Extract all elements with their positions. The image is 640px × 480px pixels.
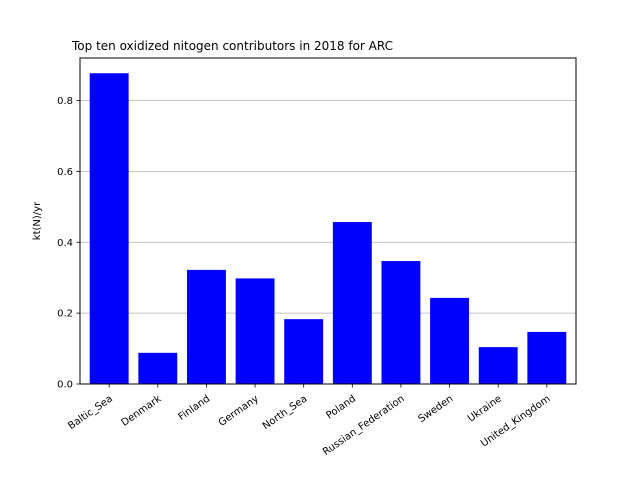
bar-poland	[332, 222, 372, 384]
bar-denmark	[138, 352, 178, 384]
y-tick-label: 0.4	[57, 238, 73, 249]
x-tick-label: Denmark	[120, 393, 164, 428]
y-tick-label: 0.0	[57, 380, 73, 391]
x-tick-label: Sweden	[417, 393, 456, 425]
plot-frame	[79, 57, 577, 385]
bar-sweden	[430, 297, 470, 384]
x-tick-label: Ukraine	[466, 393, 504, 424]
y-axis-ticks: 0.0 0.2 0.4 0.6 0.8	[57, 96, 80, 391]
x-tick-label: Germany	[217, 393, 261, 428]
x-tick-label: Baltic_Sea	[66, 393, 115, 432]
bar-north-sea	[284, 319, 324, 384]
bar-germany	[235, 278, 275, 384]
bar-finland	[186, 269, 226, 384]
y-axis-label: kt(N)/yr	[32, 201, 43, 240]
chart-title: Top ten oxidized nitogen contributors in…	[71, 39, 393, 53]
bar-russian-federation	[381, 261, 421, 384]
x-tick-label: North_Sea	[261, 393, 310, 432]
y-gridlines	[80, 100, 576, 385]
bar-baltic-sea	[89, 73, 129, 385]
x-tick-label: Poland	[324, 393, 358, 421]
x-axis-ticks: Baltic_Sea Denmark Finland Germany North_Sea…	[66, 384, 553, 458]
bar-ukraine	[478, 347, 518, 384]
bars	[89, 73, 567, 385]
x-tick-label: Russian_Federation	[321, 393, 407, 458]
y-tick-label: 0.8	[57, 96, 73, 107]
y-tick-label: 0.6	[57, 167, 73, 178]
bar-united-kingdom	[527, 331, 567, 384]
x-tick-label: Finland	[177, 393, 213, 423]
y-tick-label: 0.2	[57, 309, 73, 320]
